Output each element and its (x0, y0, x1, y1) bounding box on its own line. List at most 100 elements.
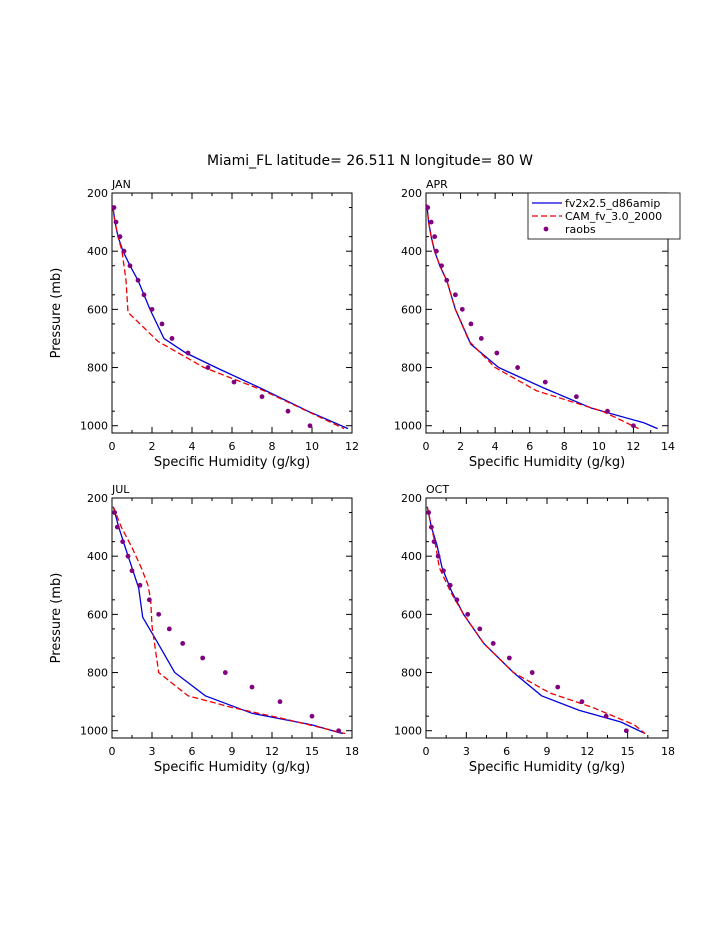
raob-point (432, 234, 438, 240)
y-tick-label: 200 (87, 187, 108, 200)
x-tick-label: 4 (492, 440, 499, 453)
raob-point (439, 263, 444, 269)
x-tick-label: 4 (189, 440, 196, 453)
plot-frame (111, 192, 353, 434)
raob-point (259, 394, 265, 400)
cam-line (112, 207, 345, 430)
raob-point (431, 539, 437, 545)
x-tick-label: 10 (305, 440, 319, 453)
x-tick-label: 3 (463, 745, 470, 758)
raob-point (169, 336, 175, 341)
raob-point (121, 248, 127, 254)
x-tick-label: 6 (503, 745, 510, 758)
raob-point (631, 423, 636, 429)
raob-point (159, 321, 165, 327)
y-tick-label: 400 (87, 550, 108, 563)
y-tick-label: 1000 (394, 420, 422, 433)
raob-point (605, 408, 610, 414)
legend-label: fv2x2.5_d86amip (565, 197, 660, 210)
x-tick-label: 0 (423, 745, 430, 758)
raob-point (579, 699, 585, 705)
raob-point (506, 655, 512, 661)
raob-point (435, 553, 441, 559)
x-tick-label: 8 (269, 440, 276, 453)
y-tick-label: 600 (401, 608, 422, 621)
x-axis-label: Specific Humidity (g/kg) (154, 760, 310, 775)
panel-jan: 0 2 4 6 8 10 12 200 400 600 800 1000 JAN Specific Hum… (49, 178, 359, 470)
raob-point (478, 336, 484, 341)
plot-area (112, 506, 346, 735)
x-tick-label: 0 (109, 745, 116, 758)
raob-point (428, 524, 434, 530)
plot-area (426, 506, 646, 735)
x-tick-label: 10 (592, 440, 606, 453)
raob-point (444, 277, 450, 283)
panel-title: APR (426, 178, 448, 191)
raob-point (307, 423, 313, 429)
y-tick-label: 400 (87, 245, 108, 258)
y-tick-label: 200 (87, 492, 108, 505)
x-tick-label: 8 (561, 440, 568, 453)
y-tick-label: 800 (401, 667, 422, 680)
x-tick-label: 0 (109, 440, 116, 453)
raob-point (336, 728, 342, 734)
raob-point (441, 568, 446, 574)
y-tick-label: 600 (87, 608, 108, 621)
y-axis-label: Pressure (mb) (49, 268, 64, 359)
fv-line (112, 207, 349, 430)
raob-point (114, 524, 120, 530)
x-tick-label: 15 (621, 745, 635, 758)
plot-area (112, 205, 349, 430)
y-tick-label: 600 (87, 303, 108, 316)
y-tick-label: 200 (401, 492, 422, 505)
panel-title: JUL (111, 483, 130, 496)
raob-point (285, 408, 291, 414)
y-tick-label: 1000 (80, 725, 108, 738)
raob-point (277, 699, 283, 705)
raob-point (129, 568, 135, 574)
panel-jul: 0 3 6 9 12 15 18 200 400 600 800 1000 JUL Specific Hu… (49, 483, 359, 775)
y-tick-label: 400 (401, 550, 422, 563)
raob-point (447, 582, 453, 588)
raob-point (113, 219, 119, 225)
raob-point (137, 582, 143, 588)
raob-point (231, 379, 237, 385)
y-tick-label: 600 (401, 303, 422, 316)
raob-point (555, 684, 561, 690)
raob-point (135, 277, 141, 283)
raob-point (222, 670, 228, 675)
x-tick-label: 12 (580, 745, 594, 758)
raob-point (452, 292, 458, 298)
fv-line (112, 506, 343, 735)
raob-point (428, 219, 434, 225)
raob-point (515, 365, 521, 370)
raob-point (112, 510, 118, 515)
x-axis-label: Specific Humidity (g/kg) (154, 455, 310, 470)
raob-point (603, 713, 609, 719)
x-tick-label: 18 (345, 745, 359, 758)
x-tick-label: 9 (544, 745, 551, 758)
raob-point (127, 263, 133, 269)
x-tick-label: 18 (661, 745, 675, 758)
raob-point (120, 539, 126, 545)
x-tick-label: 15 (305, 745, 319, 758)
raob-point (141, 292, 147, 298)
y-tick-label: 1000 (394, 725, 422, 738)
panel-title: OCT (426, 483, 449, 496)
x-tick-label: 0 (423, 440, 430, 453)
raob-point (494, 350, 500, 356)
x-tick-label: 9 (229, 745, 236, 758)
x-tick-label: 12 (345, 440, 359, 453)
x-axis-label: Specific Humidity (g/kg) (469, 760, 625, 775)
raob-point (166, 626, 172, 632)
y-tick-label: 800 (87, 362, 108, 375)
raob-point (112, 205, 117, 210)
raob-point (468, 321, 474, 327)
raob-point (623, 728, 629, 734)
legend-label: CAM_fv_3.0_2000 (565, 210, 662, 223)
raob-point (477, 626, 483, 632)
cam-line (426, 204, 639, 430)
raob-point (465, 611, 471, 617)
